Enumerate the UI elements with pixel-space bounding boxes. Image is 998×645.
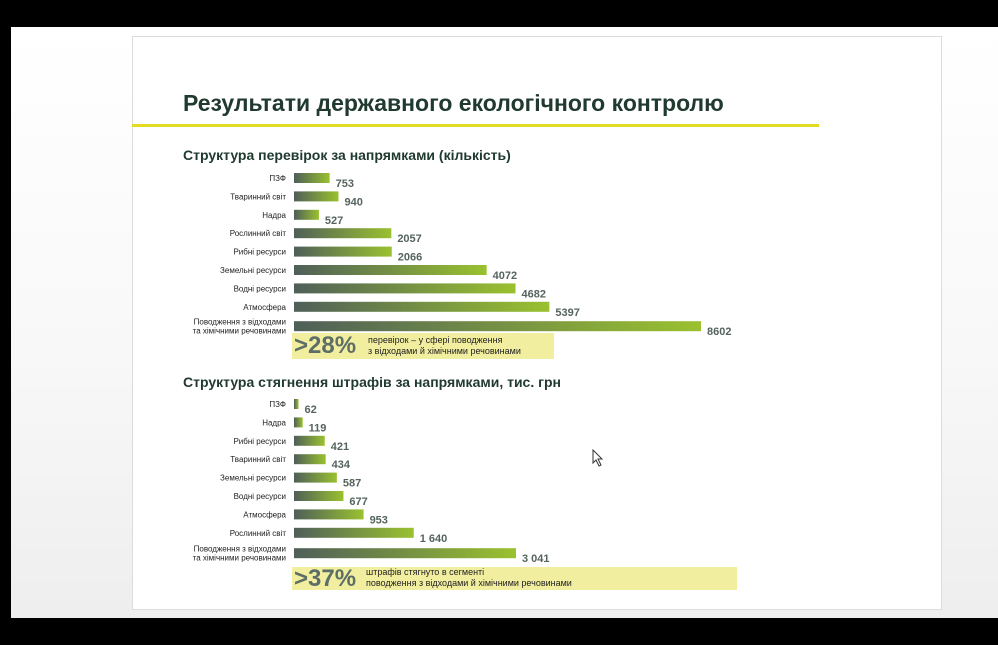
fines-chart-title: Структура стягнення штрафів за напрямкам… (183, 374, 561, 390)
fines-bar-7 (294, 527, 414, 538)
inspections-bar-8 (294, 321, 701, 332)
fines-bar-3 (294, 454, 326, 465)
fines-category-label-0: ПЗФ (269, 400, 286, 409)
title-underline (132, 124, 819, 127)
fines-category-label-4: Земельні ресурси (220, 474, 286, 483)
inspections-category-label-8-1: та хімічними речовинами (193, 327, 286, 336)
fines-value-label-6: 953 (370, 514, 388, 526)
inspections-bar-6 (294, 283, 516, 294)
slide-title: Результати державного екологічного контр… (183, 90, 724, 116)
fines-value-label-7: 1 640 (420, 533, 448, 545)
inspections-bar-7 (294, 301, 550, 312)
fines-bar-2 (294, 435, 325, 446)
fines-bar-4 (294, 472, 337, 483)
inspections-value-label-7: 5397 (555, 307, 579, 319)
fines-callout-line1: штрафів стягнуто в сегменті (366, 567, 485, 577)
fines-callout: >37% штрафів стягнуто в сегменті поводже… (292, 565, 737, 592)
fines-category-label-5: Водні ресурси (234, 492, 286, 501)
inspections-callout-percent: >28% (294, 332, 357, 359)
fines-category-label-3: Тваринний світ (230, 455, 286, 464)
fines-category-label-7: Рослинний світ (230, 529, 287, 538)
fines-bar-6 (294, 509, 364, 520)
mouse-cursor-icon (592, 449, 604, 467)
fines-callout-text: штрафів стягнуто в сегменті поводження з… (366, 567, 572, 589)
fines-callout-percent: >37% (294, 565, 357, 592)
inspections-category-label-3: Рослинний світ (230, 229, 287, 238)
inspections-callout-text: перевірок – у сфері поводження з відхода… (368, 335, 521, 357)
fines-category-label-6: Атмосфера (243, 510, 286, 519)
fines-category-label-8-1: та хімічними речовинами (193, 554, 286, 563)
fines-bar-1 (294, 417, 303, 428)
fines-value-label-2: 421 (331, 441, 349, 453)
inspections-category-label-6: Водні ресурси (234, 284, 286, 293)
inspections-value-label-5: 4072 (493, 270, 517, 282)
fines-bar-8 (294, 548, 516, 559)
fines-value-label-0: 62 (305, 404, 317, 416)
inspections-value-label-0: 753 (336, 178, 354, 190)
fines-value-label-1: 119 (309, 422, 327, 434)
inspections-value-label-1: 940 (344, 196, 362, 208)
inspections-category-label-2: Надра (262, 211, 286, 220)
inspections-category-label-1: Тваринний світ (230, 192, 286, 201)
inspections-category-label-4: Рибні ресурси (233, 248, 286, 257)
inspections-callout-line1: перевірок – у сфері поводження (368, 335, 503, 345)
inspections-value-label-8: 8602 (707, 326, 731, 338)
inspections-value-label-6: 4682 (522, 288, 546, 300)
inspections-category-label-8-0: Поводження з відходами (194, 318, 286, 327)
fines-value-label-5: 677 (349, 496, 367, 508)
fines-bar-0 (294, 399, 299, 409)
inspections-chart-title: Структура перевірок за напрямками (кільк… (183, 147, 511, 163)
inspections-category-label-7: Атмосфера (243, 303, 286, 312)
inspections-callout-line2: з відходами й хімічними речовинами (368, 346, 521, 356)
inspections-bar-4 (294, 246, 392, 257)
inspections-value-label-2: 527 (325, 215, 343, 227)
inspections-callout: >28% перевірок – у сфері поводження з ві… (292, 333, 554, 359)
inspections-category-label-0: ПЗФ (269, 174, 286, 183)
fines-category-label-1: Надра (262, 418, 286, 427)
fines-value-label-4: 587 (343, 478, 361, 490)
fines-category-label-8-0: Поводження з відходами (194, 545, 286, 554)
inspections-bar-0 (294, 173, 330, 183)
inspections-value-label-4: 2066 (398, 252, 422, 264)
inspections-bar-1 (294, 191, 339, 202)
inspections-bar-5 (294, 265, 487, 275)
inspections-bar-3 (294, 228, 392, 239)
inspections-value-label-3: 2057 (397, 233, 421, 245)
inspections-category-label-5: Земельні ресурси (220, 266, 286, 275)
fines-bar-5 (294, 491, 344, 501)
inspections-bar-2 (294, 209, 319, 220)
fines-value-label-3: 434 (332, 459, 351, 471)
fines-value-label-8: 3 041 (522, 553, 550, 565)
fines-callout-line2: поводження з відходами й хімічними речов… (366, 578, 572, 588)
fines-category-label-2: Рибні ресурси (233, 437, 286, 446)
